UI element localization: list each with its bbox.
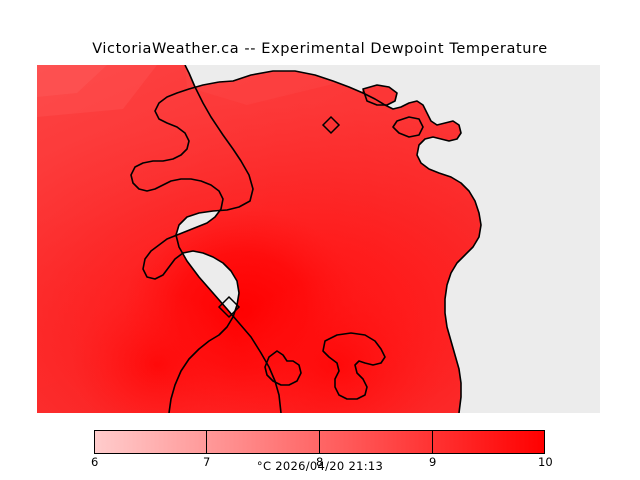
colorbar-caption: °C 2026/04/20 21:13 [256,459,384,473]
colorbar-divider-8 [319,430,320,454]
island-outline [264,332,386,400]
dewpoint-heatmap [37,65,600,413]
coastline [130,65,482,413]
colorbar: 6 7 8 9 10 [91,430,553,469]
colorbar-tick-10: 10 [538,455,553,469]
colorbar-tick-8: 8 [316,455,324,469]
colorbar-tick-9: 9 [429,455,437,469]
colorbar-tick-7: 7 [203,455,211,469]
colorbar-divider-7 [206,430,207,454]
colorbar-divider-9 [432,430,433,454]
colorbar-tick-6: 6 [91,455,99,469]
islet-outline [217,115,341,319]
page-title: VictoriaWeather.ca -- Experimental Dewpo… [92,41,548,57]
map-panel[interactable] [37,65,600,413]
